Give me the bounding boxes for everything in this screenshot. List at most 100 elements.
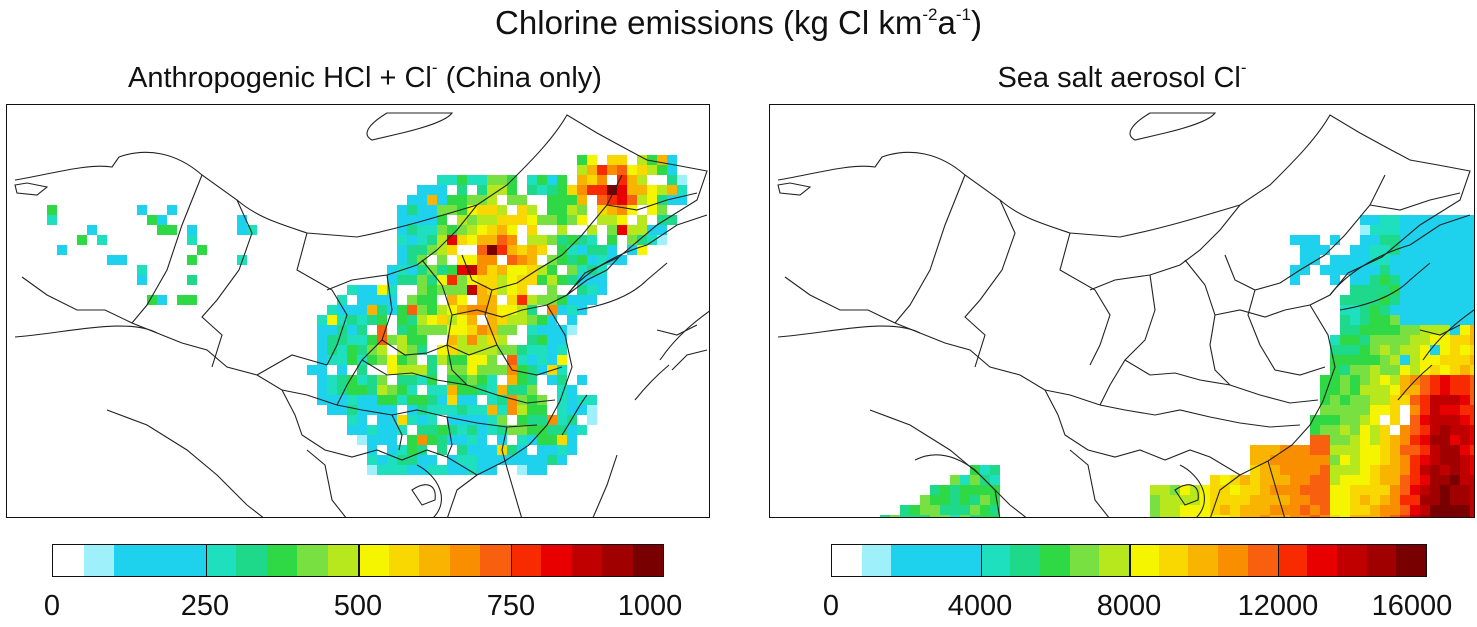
emission-cell	[1370, 495, 1380, 505]
emission-cell	[117, 255, 127, 265]
emission-cell	[1460, 475, 1470, 485]
emission-cell	[1340, 385, 1350, 395]
emission-cell	[477, 235, 487, 245]
emission-cell	[547, 375, 557, 385]
emission-cell	[557, 405, 567, 415]
emission-cell	[1390, 475, 1400, 485]
emission-cell	[517, 255, 527, 265]
emission-cell	[1250, 505, 1260, 515]
emission-cell	[1360, 325, 1370, 335]
right-panel-title: Sea salt aerosol Cl-	[997, 58, 1247, 94]
emission-cell	[940, 515, 950, 517]
emission-cell	[940, 505, 950, 515]
emission-cell	[447, 275, 457, 285]
emission-cell	[1360, 285, 1370, 295]
emission-cell	[597, 275, 607, 285]
emission-cell	[487, 365, 497, 375]
emission-cell	[587, 405, 597, 415]
emission-cell	[607, 195, 617, 205]
emission-cell	[980, 465, 990, 475]
emission-cell	[1410, 325, 1420, 335]
emission-cell	[1460, 365, 1470, 375]
emission-cell	[567, 205, 577, 215]
emission-cell	[1420, 435, 1430, 445]
emission-cell	[1340, 355, 1350, 365]
emission-cell	[547, 185, 557, 195]
emission-cell	[1330, 405, 1340, 415]
emission-cell	[407, 225, 417, 235]
emission-cell	[427, 205, 437, 215]
emission-cell	[357, 285, 367, 295]
emission-cell	[557, 175, 567, 185]
emission-cell	[427, 235, 437, 245]
emission-cell	[1460, 275, 1470, 285]
emission-cell	[1230, 495, 1240, 505]
emission-cell	[1330, 425, 1340, 435]
colorbar-swatch	[1069, 545, 1100, 576]
emission-cell	[417, 315, 427, 325]
emission-cell	[1340, 305, 1350, 315]
emission-cell	[1380, 435, 1390, 445]
emission-cell	[537, 295, 547, 305]
emission-cell	[427, 305, 437, 315]
emission-cell	[1400, 245, 1410, 255]
emission-cell	[597, 245, 607, 255]
emission-cell	[537, 235, 547, 245]
emission-cell	[1290, 455, 1300, 465]
emission-cell	[1400, 375, 1410, 385]
emission-cell	[317, 335, 327, 345]
emission-cell	[157, 215, 167, 225]
emission-cell	[397, 255, 407, 265]
colorbar-swatch	[891, 545, 922, 576]
emission-cell	[1420, 315, 1430, 325]
emission-cell	[1410, 315, 1420, 325]
emission-cell	[1390, 305, 1400, 315]
emission-cell	[1430, 285, 1440, 295]
emission-cell	[447, 205, 457, 215]
emission-cell	[1460, 455, 1470, 465]
emission-cell	[627, 165, 637, 175]
emission-cell	[427, 375, 437, 385]
emission-cell	[447, 235, 457, 245]
emission-cell	[527, 315, 537, 325]
emission-cell	[617, 205, 627, 215]
emission-cell	[497, 305, 507, 315]
emission-cell	[980, 515, 990, 517]
emission-cell	[607, 235, 617, 245]
emission-cell	[1290, 445, 1300, 455]
emission-cell	[1340, 425, 1350, 435]
emission-cell	[1450, 335, 1460, 345]
emission-cell	[477, 225, 487, 235]
emission-cell	[417, 195, 427, 205]
emission-cell	[1340, 515, 1350, 517]
emission-cell	[177, 295, 187, 305]
emission-cell	[1400, 255, 1410, 265]
emission-cell	[347, 305, 357, 315]
emission-cell	[637, 245, 647, 255]
emission-cell	[517, 375, 527, 385]
emission-cell	[437, 305, 447, 315]
emission-cell	[1310, 495, 1320, 505]
emission-cell	[1380, 295, 1390, 305]
emission-cell	[327, 325, 337, 335]
emission-cell	[487, 405, 497, 415]
emission-cell	[1310, 435, 1320, 445]
emission-cell	[1180, 495, 1190, 505]
emission-cell	[527, 245, 537, 255]
emission-cell	[577, 295, 587, 305]
emission-cell	[1360, 415, 1370, 425]
emission-cell	[1350, 395, 1360, 405]
left-boundaries	[14, 112, 709, 517]
emission-cell	[1330, 375, 1340, 385]
emission-cell	[387, 355, 397, 365]
emission-cell	[647, 225, 657, 235]
emission-cell	[1420, 465, 1430, 475]
emission-cell	[407, 275, 417, 285]
emission-cell	[377, 315, 387, 325]
emission-cell	[1310, 505, 1320, 515]
emission-cell	[1440, 345, 1450, 355]
emission-cell	[1440, 505, 1450, 515]
emission-cell	[617, 155, 627, 165]
emission-cell	[497, 285, 507, 295]
emission-cell	[1300, 485, 1310, 495]
